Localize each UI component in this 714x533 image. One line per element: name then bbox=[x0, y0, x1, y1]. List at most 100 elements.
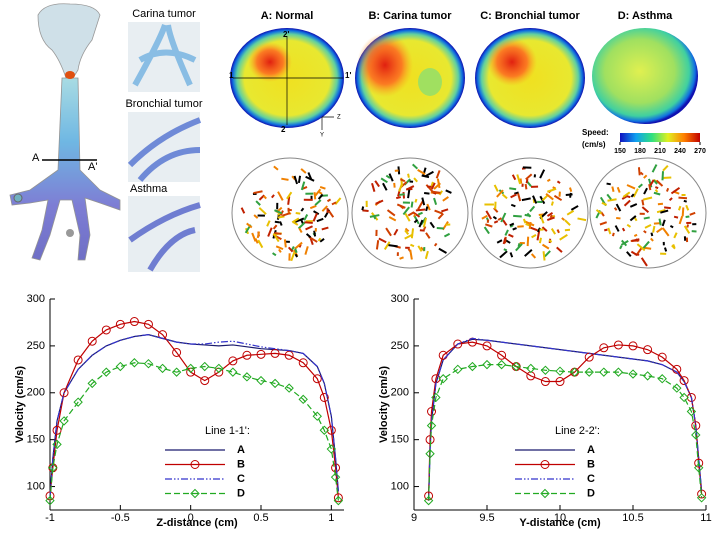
vector-stroke bbox=[388, 173, 394, 182]
vector-stroke bbox=[641, 206, 650, 213]
vector-stroke bbox=[294, 248, 298, 254]
vector-stroke bbox=[559, 233, 568, 241]
data-point bbox=[599, 343, 609, 353]
vector-stroke bbox=[425, 206, 429, 212]
data-point bbox=[242, 350, 252, 360]
legend-label: D bbox=[587, 487, 595, 499]
vector-stroke bbox=[541, 194, 548, 202]
vector-stroke bbox=[386, 209, 396, 217]
data-point bbox=[672, 364, 682, 374]
vector-stroke bbox=[418, 219, 424, 228]
vector-stroke bbox=[652, 225, 656, 233]
series-line bbox=[49, 334, 339, 498]
vector-stroke bbox=[492, 215, 497, 220]
vector-stroke bbox=[632, 188, 639, 198]
vector-stroke bbox=[550, 201, 554, 206]
x-tick-label: 10 bbox=[554, 512, 566, 524]
vector-stroke bbox=[281, 212, 291, 217]
vector-stroke bbox=[569, 187, 573, 193]
vector-stroke bbox=[631, 238, 640, 242]
vector-stroke bbox=[380, 177, 388, 184]
vector-stroke bbox=[611, 186, 615, 192]
line-label: 1 bbox=[229, 71, 234, 80]
vector-stroke bbox=[551, 214, 556, 219]
y-tick-label: 250 bbox=[27, 340, 45, 352]
panel-title: C: Bronchial tumor bbox=[480, 10, 580, 22]
vector-stroke bbox=[643, 230, 647, 234]
vector-stroke bbox=[404, 227, 410, 233]
vector-stroke bbox=[561, 217, 566, 221]
vector-stroke bbox=[685, 204, 690, 211]
data-point bbox=[438, 374, 448, 384]
vector-stroke bbox=[319, 237, 325, 243]
data-point bbox=[691, 430, 701, 440]
vector-stroke bbox=[606, 182, 611, 186]
vector-stroke bbox=[426, 203, 431, 211]
vector-stroke bbox=[660, 209, 669, 214]
vector-stroke bbox=[442, 196, 449, 202]
vector-stroke bbox=[316, 217, 324, 223]
vector-stroke bbox=[544, 250, 551, 258]
x-axis-title: Y-distance (cm) bbox=[519, 517, 601, 529]
series-line bbox=[428, 341, 703, 496]
data-point bbox=[48, 463, 58, 473]
vector-stroke bbox=[636, 243, 646, 252]
data-point bbox=[467, 361, 478, 372]
colorbar-title: Speed: bbox=[582, 128, 609, 137]
vector-stroke bbox=[640, 257, 648, 267]
vector-stroke bbox=[436, 226, 444, 230]
data-point bbox=[101, 325, 111, 335]
vector-stroke bbox=[549, 214, 553, 219]
data-point bbox=[453, 364, 463, 375]
vector-stroke bbox=[283, 239, 287, 248]
vector-stroke bbox=[526, 236, 530, 247]
y-tick-label: 100 bbox=[391, 480, 409, 492]
panel-title: B: Carina tumor bbox=[368, 10, 452, 22]
legend-title: Line 2-2': bbox=[555, 425, 600, 437]
vector-stroke bbox=[438, 190, 443, 196]
vector-stroke bbox=[319, 185, 326, 190]
vector-stroke bbox=[513, 214, 522, 218]
data-point bbox=[186, 367, 196, 377]
vector-stroke bbox=[371, 182, 376, 192]
vector-stroke bbox=[570, 205, 579, 211]
vector-stroke bbox=[297, 175, 302, 184]
vector-stroke bbox=[271, 194, 275, 199]
vector-stroke bbox=[672, 244, 676, 249]
vector-stroke bbox=[328, 210, 335, 218]
vector-stroke bbox=[530, 253, 537, 259]
vector-stroke bbox=[662, 165, 669, 172]
vector-stroke bbox=[614, 225, 620, 232]
vector-stroke bbox=[274, 209, 283, 215]
vector-stroke bbox=[362, 209, 369, 212]
vector-stroke bbox=[630, 250, 639, 257]
vector-stroke bbox=[404, 229, 410, 235]
vector-stroke bbox=[441, 208, 449, 213]
vector-stroke bbox=[539, 214, 545, 224]
vector-stroke bbox=[321, 226, 329, 231]
vector-stroke bbox=[287, 196, 291, 205]
vector-stroke bbox=[556, 180, 561, 184]
vector-stroke bbox=[309, 204, 317, 210]
vector-stroke bbox=[305, 225, 313, 231]
y-tick-label: 150 bbox=[391, 434, 409, 446]
vector-stroke bbox=[303, 214, 309, 221]
data-point bbox=[52, 425, 62, 435]
vector-stroke bbox=[382, 182, 388, 191]
legend-label: C bbox=[237, 473, 245, 485]
data-point bbox=[228, 367, 238, 377]
data-point bbox=[497, 350, 507, 360]
vector-stroke bbox=[425, 232, 431, 239]
vector-stroke bbox=[595, 209, 603, 215]
series-line bbox=[49, 362, 339, 501]
data-point bbox=[115, 319, 125, 329]
vector-stroke bbox=[326, 198, 332, 203]
vector-stroke bbox=[556, 229, 560, 234]
series-line bbox=[49, 320, 339, 498]
vector-stroke bbox=[500, 212, 507, 223]
vector-stroke bbox=[313, 192, 317, 200]
vector-stroke bbox=[421, 197, 426, 206]
vector-stroke bbox=[396, 203, 406, 209]
vector-stroke bbox=[528, 221, 532, 230]
